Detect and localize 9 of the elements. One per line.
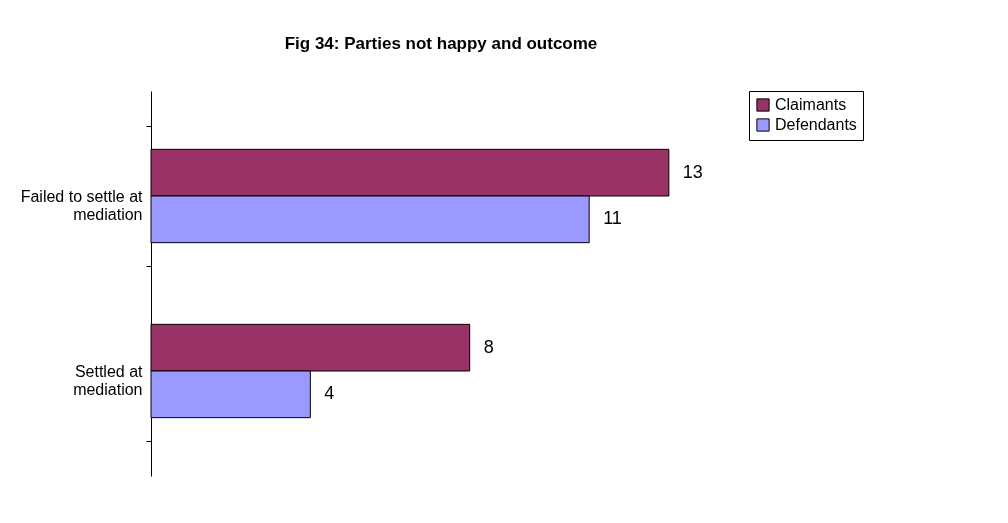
legend-label: Claimants <box>775 96 847 113</box>
data-label: 11 <box>603 208 622 229</box>
data-label: 8 <box>483 336 494 357</box>
y-tick-label: Settled at mediation <box>73 362 144 398</box>
data-label: 4 <box>324 383 335 404</box>
y-tick-label: Failed to settle at mediation <box>20 187 144 223</box>
chart-title: Fig 34: Parties not happy and outcome <box>284 34 598 53</box>
data-label: 13 <box>682 161 703 182</box>
legend-label: Defendants <box>775 116 857 133</box>
